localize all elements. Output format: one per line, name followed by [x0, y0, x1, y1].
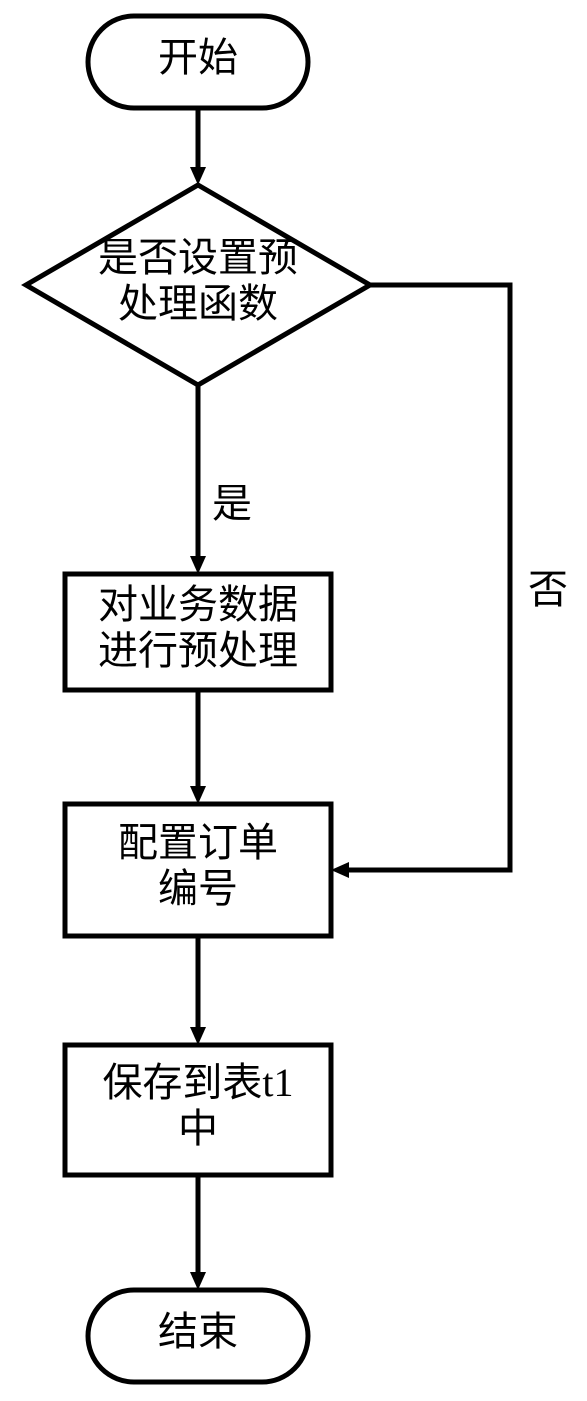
node-label: 处理函数 — [118, 281, 278, 326]
node-label: 开始 — [158, 35, 238, 80]
flowchart: 是否开始是否设置预处理函数对业务数据进行预处理配置订单编号保存到表t1中结束 — [0, 0, 587, 1401]
node-decision: 是否设置预处理函数 — [26, 185, 370, 385]
node-preprocess: 对业务数据进行预处理 — [65, 574, 331, 690]
arrow-head — [190, 786, 206, 804]
arrow-head — [190, 1027, 206, 1045]
node-label: 编号 — [158, 866, 238, 911]
node-label: 是否设置预 — [98, 235, 298, 280]
node-label: 进行预处理 — [98, 628, 298, 673]
node-save: 保存到表t1中 — [65, 1045, 331, 1175]
edge-label: 是 — [212, 481, 252, 526]
node-start: 开始 — [88, 16, 308, 108]
node-end: 结束 — [88, 1290, 308, 1382]
node-label: 中 — [178, 1106, 218, 1151]
arrow-head — [331, 862, 349, 878]
arrow-head — [190, 556, 206, 574]
node-assign: 配置订单编号 — [65, 804, 331, 936]
node-label: 配置订单 — [118, 820, 278, 865]
arrow-head — [190, 1272, 206, 1290]
node-label: 保存到表t1 — [102, 1060, 293, 1105]
node-label: 对业务数据 — [98, 582, 298, 627]
edge — [342, 285, 510, 870]
edge-label: 否 — [528, 567, 568, 612]
node-label: 结束 — [158, 1309, 238, 1354]
